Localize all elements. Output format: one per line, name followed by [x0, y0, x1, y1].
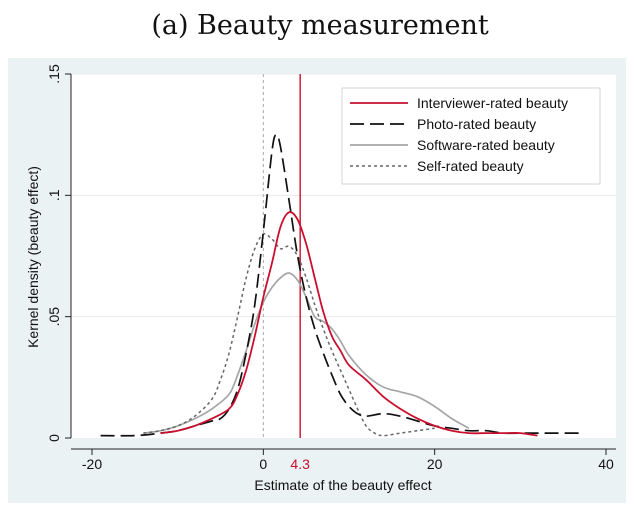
x-axis-label: Estimate of the beauty effect	[254, 477, 431, 493]
y-tick-label-3: .15	[46, 64, 62, 84]
legend-label-1: Photo-rated beauty	[417, 116, 536, 132]
x-tick-label-0: -20	[82, 456, 102, 472]
x-ticks: -20 0 20 40 4.3	[82, 449, 614, 472]
legend-label-0: Interviewer-rated beauty	[417, 95, 568, 111]
grid-lines	[71, 73, 616, 318]
x-tick-label-1: 0	[259, 456, 267, 472]
x-tick-label-2: 20	[427, 456, 443, 472]
series-line-1	[100, 133, 581, 437]
axes	[70, 74, 616, 450]
y-tick-label-1: .05	[46, 307, 62, 327]
legend-label-2: Software-rated beauty	[417, 137, 555, 153]
y-tick-label-0: 0	[46, 434, 62, 442]
series-line-2	[143, 272, 470, 434]
legend-box	[341, 87, 601, 185]
reference-line-label-0: 4.3	[290, 456, 310, 472]
y-axis-label: Kernel density (beauty effect)	[25, 166, 41, 348]
chart-title: (a) Beauty measurement	[151, 10, 489, 41]
y-tick-label-2: .1	[46, 189, 62, 201]
density-curves	[100, 133, 581, 437]
x-tick-label-3: 40	[598, 456, 614, 472]
series-line-0	[160, 211, 538, 437]
reference-lines	[262, 74, 301, 438]
legend-label-3: Self-rated beauty	[417, 158, 524, 174]
y-ticks: 0 .05 .1 .15	[46, 64, 71, 442]
series-line-3	[143, 233, 435, 437]
legend: Interviewer-rated beauty Photo-rated beau…	[341, 87, 601, 185]
